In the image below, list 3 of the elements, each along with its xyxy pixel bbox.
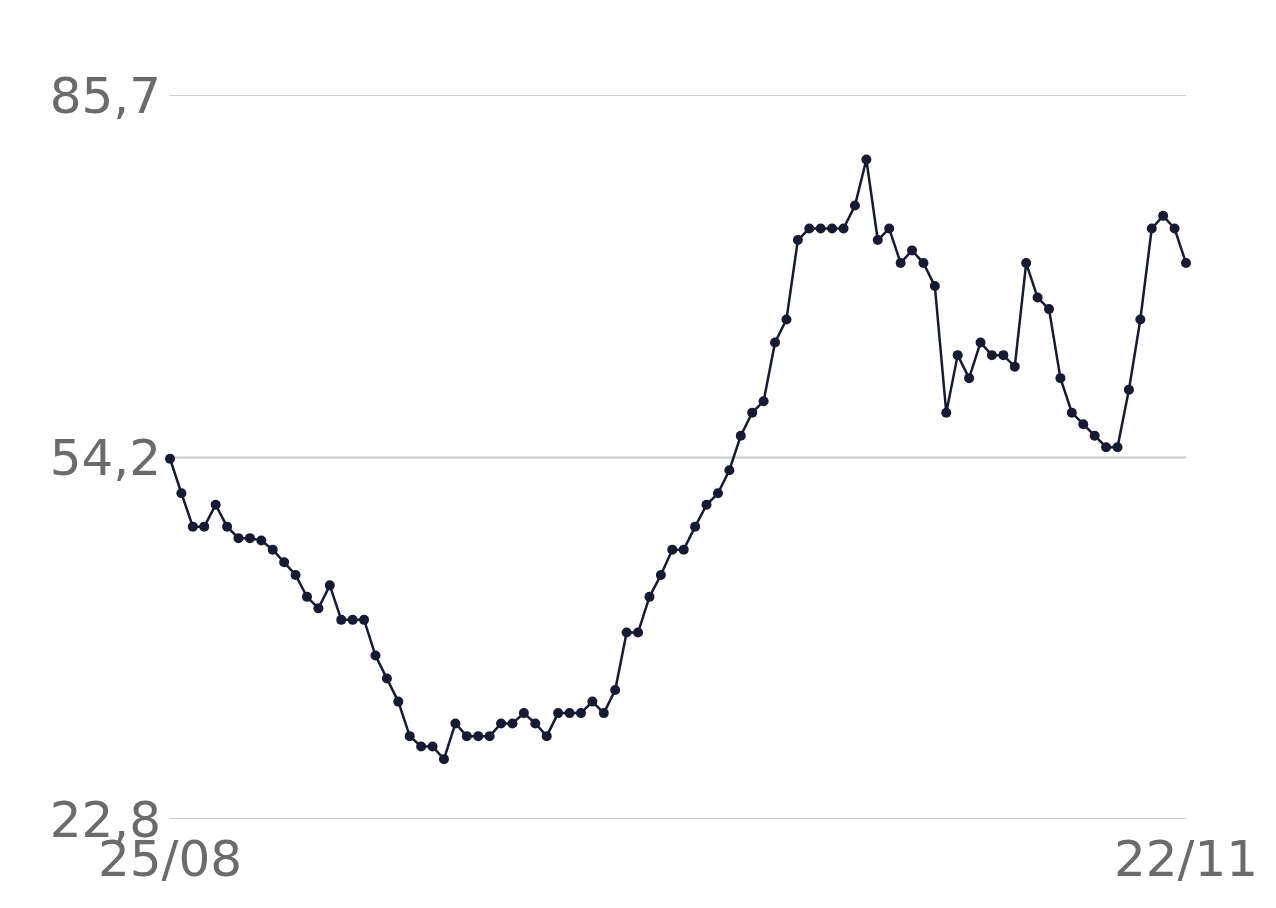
x-tick-label: 22/11 — [1113, 830, 1259, 888]
y-tick-label: 85,7 — [49, 66, 161, 125]
y-tick-label: 54,2 — [49, 429, 161, 488]
